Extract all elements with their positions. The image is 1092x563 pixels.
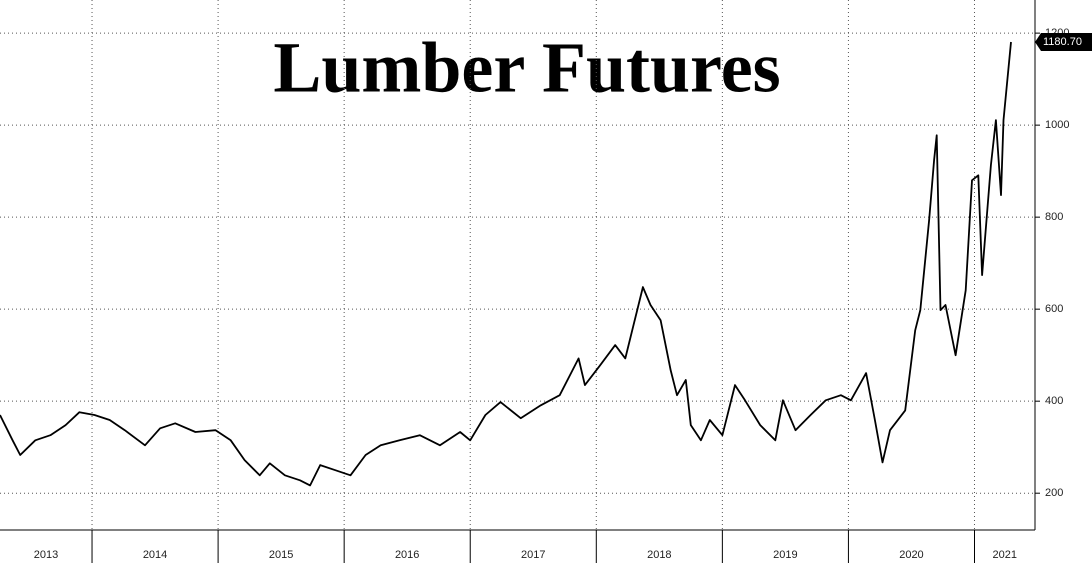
y-tick-label: 400 — [1045, 395, 1063, 407]
y-tick-label: 1000 — [1045, 119, 1069, 131]
last-value-box — [1035, 33, 1092, 52]
x-tick-label: 2019 — [773, 549, 797, 561]
x-tick-label: 2021 — [993, 549, 1017, 561]
y-tick-label: 600 — [1045, 303, 1063, 315]
y-tick-label: 800 — [1045, 211, 1063, 223]
x-tick-label: 2020 — [899, 549, 923, 561]
x-tick-label: 2013 — [34, 549, 58, 561]
last-value-label: 1180.70 — [1043, 36, 1082, 48]
x-tick-label: 2014 — [143, 549, 167, 561]
x-tick-label: 2017 — [521, 549, 545, 561]
x-tick-label: 2015 — [269, 549, 293, 561]
x-tick-label: 2016 — [395, 549, 419, 561]
y-tick-label: 200 — [1045, 487, 1063, 499]
line-series — [0, 41, 1012, 487]
x-tick-label: 2018 — [647, 549, 671, 561]
chart-title: Lumber Futures — [273, 28, 780, 108]
